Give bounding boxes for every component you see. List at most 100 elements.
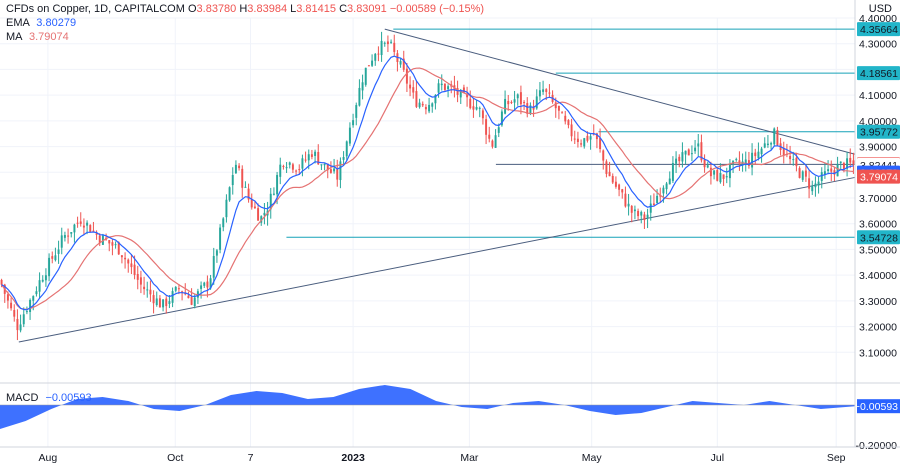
candle-body <box>491 140 494 147</box>
candle-body <box>38 280 41 292</box>
ohlc-value: 3.83091 <box>347 3 387 15</box>
candle-body <box>32 296 35 301</box>
candle-body <box>776 130 779 146</box>
candle-body <box>554 102 557 109</box>
trendline-lower <box>18 176 856 343</box>
x-tick-label: Aug <box>39 452 58 464</box>
price-tag <box>857 169 900 184</box>
candle-body <box>637 210 640 217</box>
currency-label: USD <box>868 3 892 15</box>
candle-body <box>326 163 329 171</box>
price-tag-label: 4.35664 <box>860 24 898 36</box>
ohlc-key: O <box>187 3 197 15</box>
candle-body <box>665 183 668 190</box>
candle-body <box>390 41 393 43</box>
ma-label: MA <box>6 31 22 43</box>
candle-body <box>348 127 351 144</box>
candle-body <box>621 189 624 193</box>
y-tick-label: 3.60000 <box>859 219 897 231</box>
candle-body <box>823 171 826 175</box>
candle-body <box>291 164 294 170</box>
candle-body <box>60 235 63 248</box>
price-tag-label: 3.54728 <box>860 232 898 244</box>
price-tags: 4.356644.185613.957723.830913.824413.802… <box>857 22 900 245</box>
candle-body <box>643 214 646 221</box>
candle-body <box>190 296 193 305</box>
candle-body <box>16 318 19 331</box>
candle-body <box>456 88 459 95</box>
candle-body <box>177 288 180 290</box>
x-tick-label: Oct <box>167 452 183 464</box>
y-tick-label: 3.30000 <box>859 296 897 308</box>
candle-body <box>257 208 260 221</box>
candle-body <box>272 193 275 195</box>
candle-body <box>500 111 503 126</box>
candle-body <box>494 135 497 148</box>
candle-body <box>57 249 60 254</box>
candle-body <box>333 168 336 172</box>
candle-body <box>817 181 820 186</box>
candle-body <box>67 235 70 237</box>
price-tag-label: 4.18561 <box>860 68 898 80</box>
candle-body <box>358 87 361 106</box>
candle-body <box>526 103 529 114</box>
candle-body <box>276 175 279 195</box>
candle-body <box>675 158 678 164</box>
macd-legend: MACD −0.00593 <box>6 392 92 405</box>
candle-body <box>44 275 47 281</box>
candle-body <box>804 170 807 177</box>
candle-body <box>203 282 206 286</box>
candle-body <box>497 127 500 133</box>
price-tag-label: 3.95772 <box>860 127 898 139</box>
candle-body <box>187 295 190 299</box>
ohlc-key: L <box>287 3 297 15</box>
candle-body <box>580 143 583 145</box>
candle-body <box>76 222 79 224</box>
candle-body <box>415 91 418 107</box>
candle-body <box>725 176 728 178</box>
candle-body <box>0 279 3 285</box>
y-tick-label: 4.40000 <box>859 13 897 25</box>
candle-body <box>336 169 339 180</box>
macd-area <box>0 385 855 429</box>
candle-body <box>652 203 655 206</box>
candle-body <box>10 302 13 309</box>
ohlc-value: 3.83984 <box>247 3 288 15</box>
candle-body <box>269 193 272 210</box>
candle-body <box>92 230 95 232</box>
candle-body <box>795 157 798 167</box>
candle-body <box>687 149 690 156</box>
candle-body <box>668 178 671 185</box>
candle-body <box>618 184 621 190</box>
candle-body <box>478 107 481 109</box>
candle-body <box>814 183 817 188</box>
candle-body <box>244 186 247 188</box>
candle-body <box>602 150 605 161</box>
candle-body <box>127 259 130 264</box>
candle-body <box>507 100 510 105</box>
candle-body <box>114 244 117 246</box>
candle-body <box>475 107 478 110</box>
candle-body <box>310 154 313 157</box>
ma-legend: MA 3.79074 <box>6 31 69 44</box>
candle-body <box>323 163 326 166</box>
candle-body <box>98 235 101 244</box>
candle-body <box>133 264 136 276</box>
candle-body <box>22 314 25 325</box>
symbol-name: CFDs on Copper, 1D, CAPITALCOM <box>6 3 185 15</box>
candle-body <box>656 195 659 203</box>
candle-body <box>206 281 209 288</box>
candle-body <box>437 83 440 93</box>
candle-body <box>697 143 700 147</box>
candle-body <box>760 148 763 155</box>
candle-body <box>523 102 526 104</box>
candle-body <box>95 233 98 235</box>
candle-body <box>212 256 215 278</box>
candle-body <box>377 53 380 55</box>
candle-body <box>608 171 611 177</box>
candle-body <box>744 159 747 164</box>
candle-body <box>29 299 32 312</box>
candle-body <box>630 206 633 213</box>
candle-body <box>219 227 222 250</box>
